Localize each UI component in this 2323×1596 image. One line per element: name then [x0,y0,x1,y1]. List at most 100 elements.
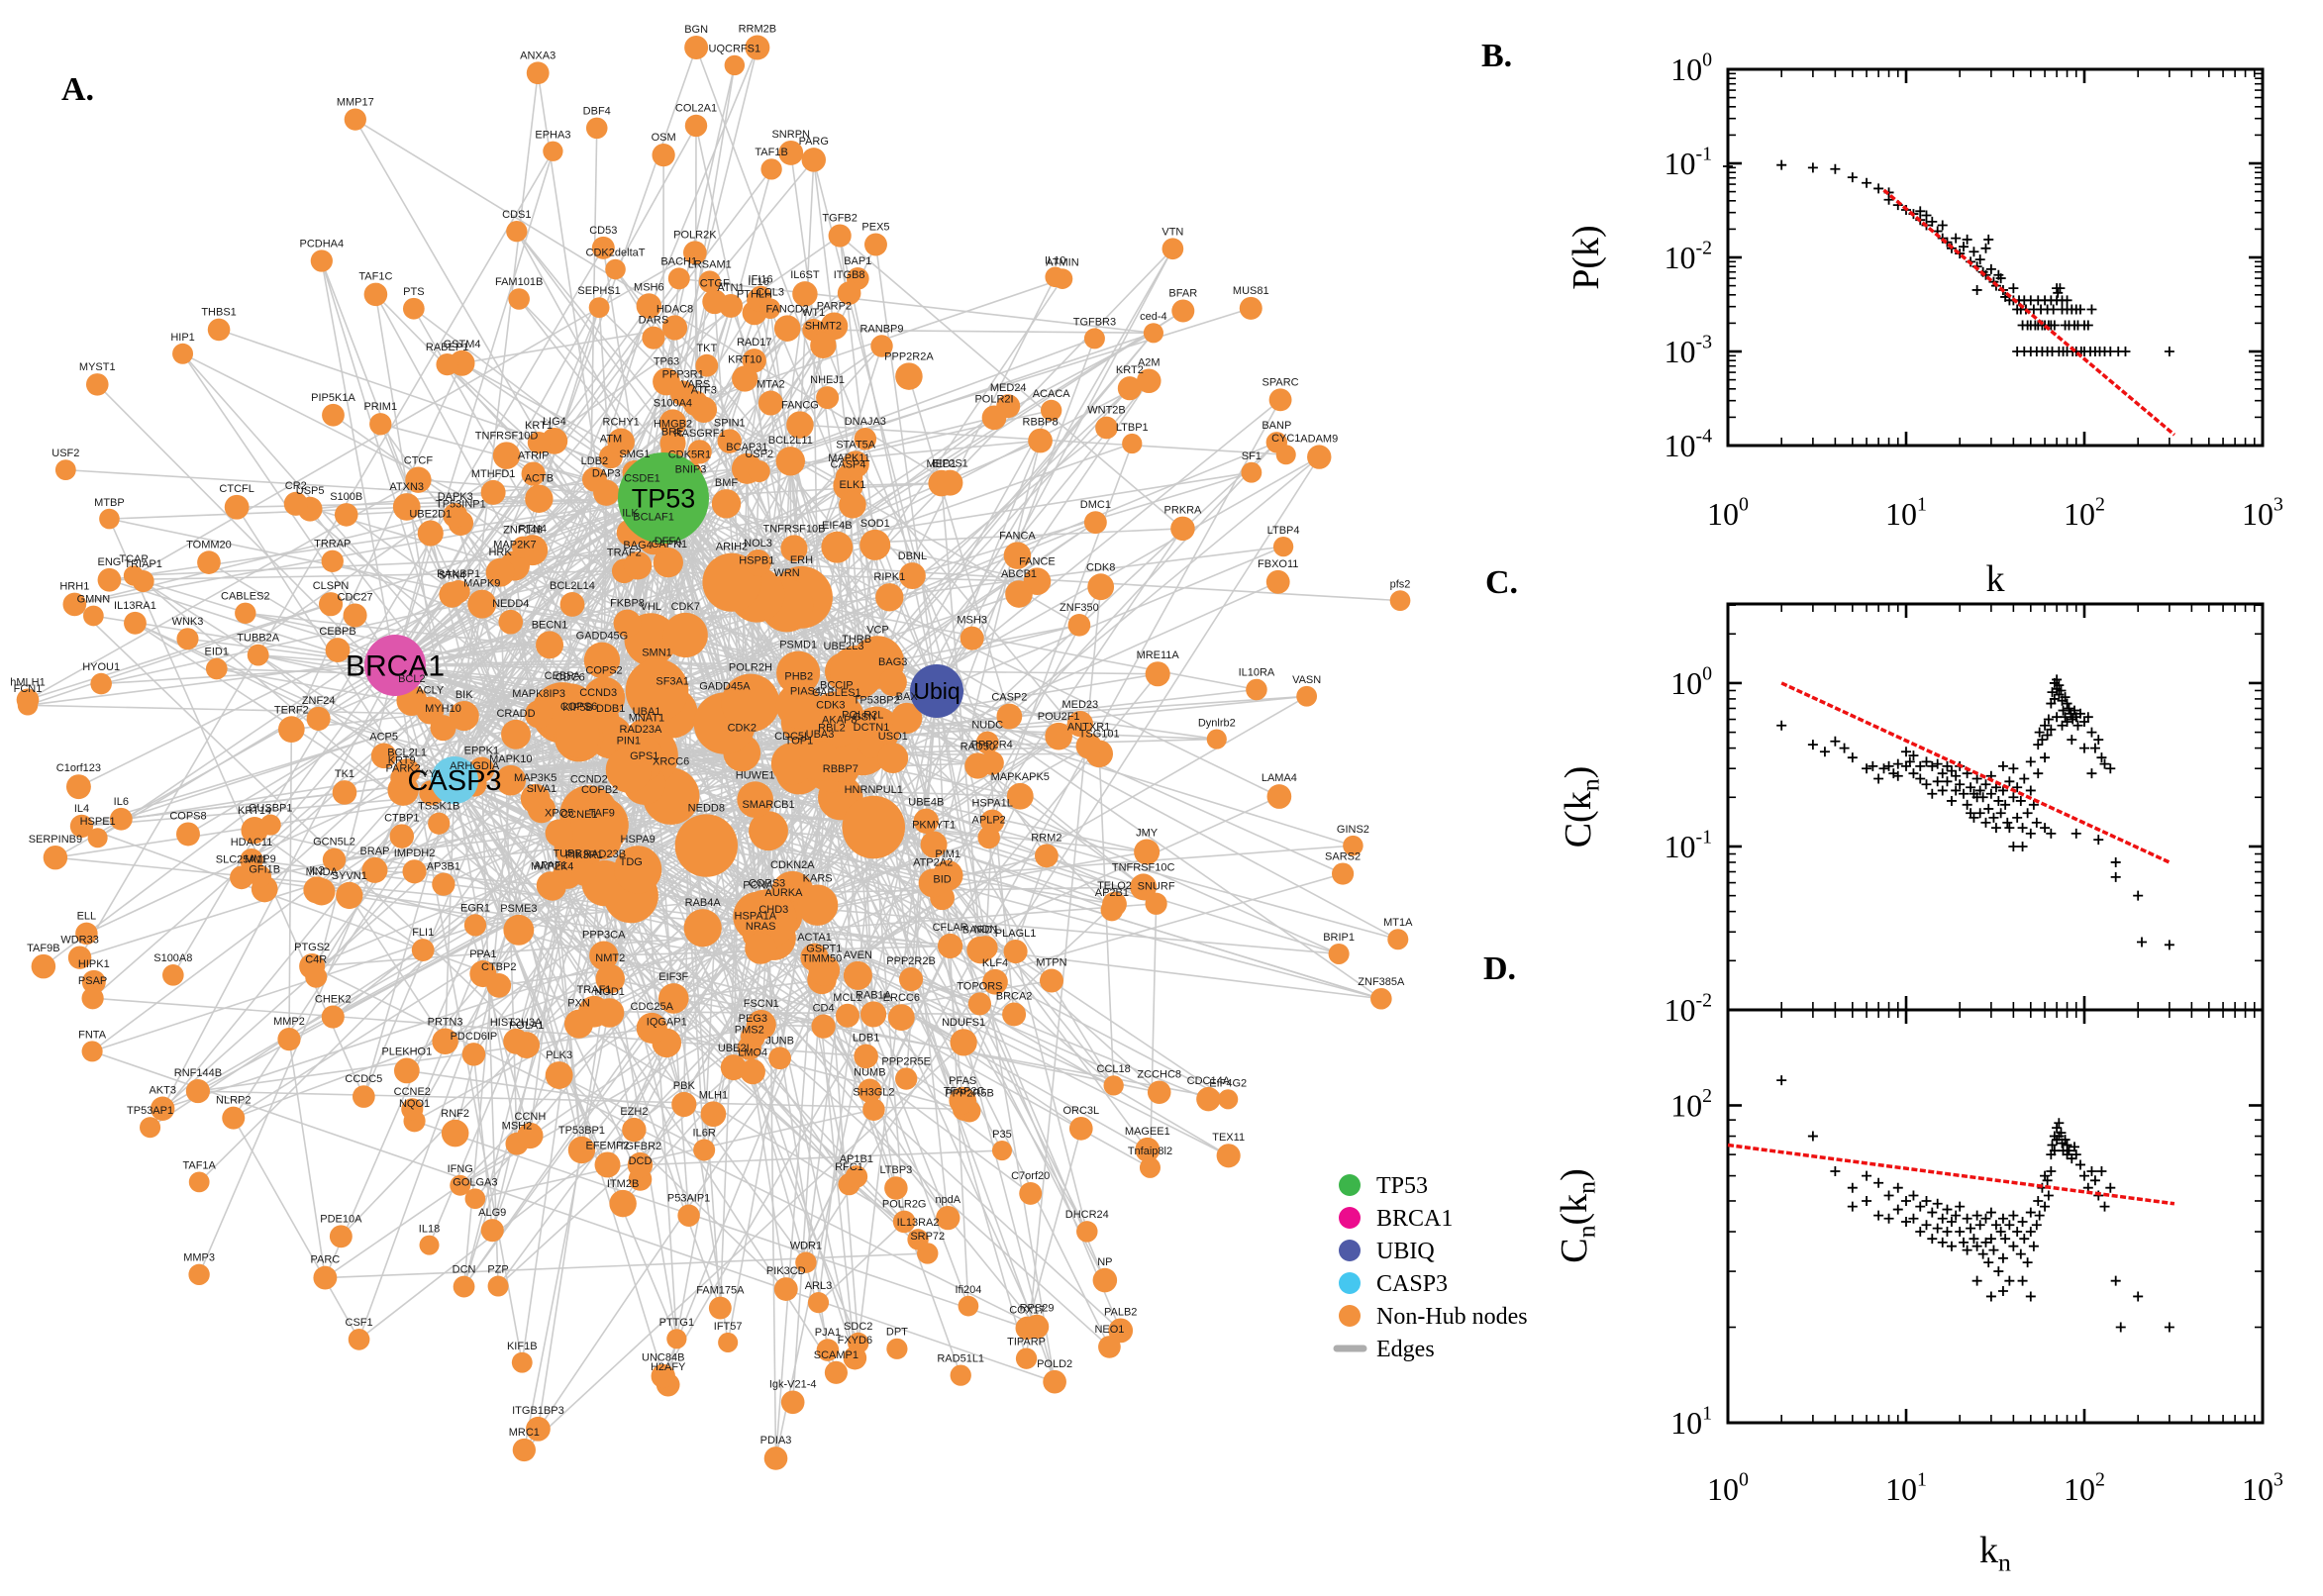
network-node-label: CDC14A [1187,1075,1231,1087]
network-edge [181,352,601,826]
network-node [858,733,884,758]
network-node-label: XPO5 [545,807,573,819]
scatter-marker [2072,720,2083,731]
tick-label-10e-2: 10-2 [1664,990,1712,1028]
network-edge [454,779,838,1373]
network-node-label: KARS [803,873,833,885]
scatter-marker [2067,735,2077,746]
network-node [392,493,421,521]
network-node [1162,238,1184,260]
network-node [310,249,333,272]
scatter-marker [1915,206,1926,217]
chart-panel-D: 102 101 100 101 102 103 kn Cn(kn) [1554,1008,2283,1576]
network-node-label: EFEMP2 [586,1140,630,1151]
scatter-marker [1997,1252,2008,1263]
scatter-marker [2053,287,2064,298]
network-node-label: GUSBP1 [249,803,293,815]
network-node-label: HUWE1 [736,769,775,781]
network-node-label: IL6ST [790,269,820,281]
network-node [447,580,470,604]
network-node-label: GPS1 [630,750,658,762]
network-node-label: DARS [639,315,669,327]
network-node [536,631,564,659]
scatter-marker [1921,210,1932,221]
network-node [661,315,688,341]
network-node-label: HRK [488,547,512,558]
network-node [895,362,923,390]
network-node [511,1351,533,1373]
network-node [506,220,528,243]
scatter-marker [2037,735,2048,746]
network-node-label: IL2 [309,864,324,876]
network-node [332,780,357,805]
network-node-label: hMLH1 [10,676,45,688]
network-node [862,1098,885,1121]
network-node-label: Ifi204 [955,1284,981,1296]
network-edge [785,456,1320,1290]
x-axis-title: k [1986,558,2005,600]
network-node [1265,569,1290,594]
network-node-labels: CDK2 CCNE1 CCND3 CDKN2A PCNA DDB1 NEDD8 KARS UBA… [10,24,1413,1447]
network-edge [950,795,1280,948]
network-node [1135,1137,1161,1162]
scatter-marker [1862,1195,1872,1206]
network-node [278,716,305,743]
network-node [1006,782,1034,810]
network-node-label: MSH3 [957,615,987,627]
network-node-label: RAB4A [685,897,722,909]
tick-label-10e1: 101 [1885,1469,1927,1507]
network-node [877,743,909,774]
network-node-label: TAF1A [182,1159,216,1171]
scatter-marker [2070,1149,2081,1160]
scatter-marker [1819,747,1830,757]
network-node [545,1061,573,1089]
network-node-label: RASGRF1 [674,428,726,440]
network-node-label: CDK2deltaT [586,248,646,259]
network-node-label: EIF4B [822,520,853,532]
network-node-label: RNF144B [174,1067,222,1079]
network-node-label: RABEP1 [426,342,468,353]
network-node-label: HDAC11 [231,837,273,848]
network-node [745,549,771,576]
scatter-marker [1847,172,1858,183]
network-node-label: ABCB1 [1001,568,1037,580]
scatter-marker [1937,1237,1948,1247]
network-node-label: POLR2L [842,710,883,722]
network-node-label: TKT [696,343,717,354]
network-node-label: RRM2B [739,24,777,36]
network-node-label: TFAP2C [944,1086,985,1098]
scatter-marker [2164,940,2174,950]
network-node-label: KRT2 [1116,364,1144,376]
scatter-marker [2074,1159,2085,1170]
network-node [570,796,629,854]
scatter-marker [2164,347,2174,356]
network-node-label: BFAR [1168,287,1197,299]
network-edge [758,561,1401,602]
network-node [887,1004,915,1032]
network-edge [817,1221,905,1304]
network-edge [109,569,625,581]
network-node [176,628,199,650]
network-edge [43,497,664,967]
network-node-label: PBK [673,1080,696,1092]
legend-swatch-casp3 [1339,1272,1361,1294]
scatter-marker [1932,1223,1943,1234]
network-node-label: TIMM50 [802,952,842,964]
network-node [1218,1089,1239,1110]
network-node [898,562,926,589]
network-node-label: WNT2B [1087,405,1126,417]
scatter-marker [1807,162,1818,173]
network-node-label: BCL2L14 [550,580,595,592]
network-node-label: CTBP2 [481,961,516,973]
network-node [591,236,615,259]
scatter-marker [1951,233,1962,244]
network-node-label: IL10RA [1239,667,1275,679]
network-node [318,592,344,617]
network-node-label: PARK2 [386,762,421,774]
legend: TP53 BRCA1 UBIQ CASP3 Non-Hub nodes Edges [1333,1173,1528,1362]
network-edge [727,730,838,1344]
scatter-marker [2133,890,2144,901]
tick-label-10e0: 100 [1707,1469,1749,1507]
network-edge [197,1027,653,1092]
scatter-marker [2025,756,2036,767]
